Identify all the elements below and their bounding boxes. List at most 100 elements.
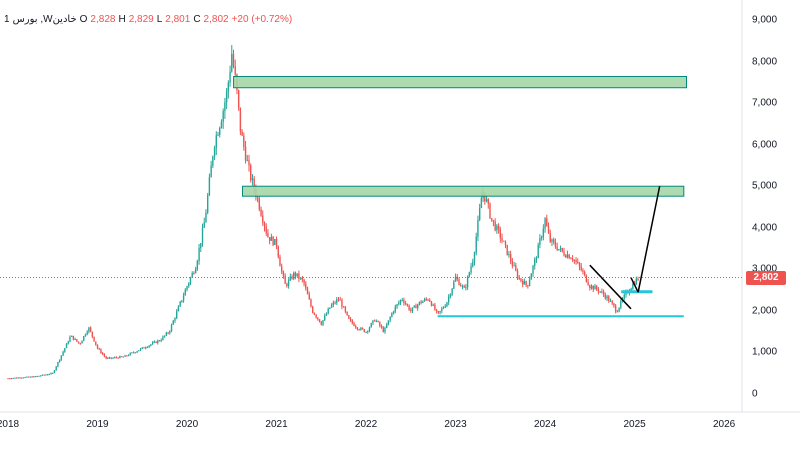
candle-body — [31, 376, 33, 378]
candle-body — [70, 335, 73, 337]
candle-body — [40, 375, 42, 377]
candle-body — [532, 265, 534, 274]
candle-body — [287, 280, 290, 287]
candle-body — [396, 304, 398, 307]
candle-body — [15, 377, 18, 379]
candle-body — [613, 303, 615, 306]
candle-body — [205, 212, 207, 223]
trendline-3 — [637, 186, 661, 293]
candle-body — [496, 225, 498, 231]
candle-body — [520, 278, 522, 281]
candle-body — [430, 301, 433, 306]
candle-body — [303, 279, 305, 284]
candle-body — [508, 254, 510, 256]
candle-body — [444, 306, 446, 308]
x-tick-label: 2026 — [712, 419, 736, 430]
x-tick-label: 2023 — [444, 419, 467, 430]
candle-body — [19, 377, 21, 379]
candle-body — [485, 199, 488, 202]
candle-body — [72, 335, 75, 340]
candle-body — [346, 311, 348, 316]
candle-body — [416, 304, 419, 309]
candle-body — [279, 256, 281, 267]
candle-body — [91, 331, 94, 337]
candle-body — [248, 160, 250, 166]
candle-body — [446, 302, 448, 307]
candle-body — [559, 248, 562, 250]
candle-body — [325, 313, 328, 316]
candle-body — [341, 299, 343, 307]
candle-body — [587, 281, 589, 286]
candle-body — [327, 308, 329, 314]
candle-body — [53, 370, 56, 373]
y-tick-label: 4,000 — [752, 222, 778, 234]
candle-body — [503, 240, 505, 242]
x-tick-label: 2021 — [265, 419, 288, 430]
candle-body — [427, 299, 429, 301]
candle-body — [423, 299, 426, 302]
candle-body — [232, 53, 235, 67]
candle-body — [186, 286, 188, 290]
candle-body — [566, 254, 569, 258]
candle-body — [336, 299, 338, 303]
candle-body — [281, 266, 283, 272]
candle-body — [301, 277, 304, 280]
candle-body — [272, 236, 274, 245]
x-tick-label: 2019 — [86, 419, 109, 430]
candle-body — [98, 348, 100, 350]
candle-body — [286, 283, 288, 287]
candle-body — [310, 299, 312, 307]
candle-body — [528, 279, 531, 286]
candle-body — [317, 317, 319, 320]
candle-body — [134, 352, 137, 354]
candle-body — [618, 307, 620, 312]
candle-body — [599, 291, 601, 293]
candle-body — [552, 239, 555, 243]
candle-body — [239, 107, 242, 132]
candle-body — [198, 248, 200, 261]
candle-body — [525, 281, 527, 286]
candle-body — [594, 286, 596, 290]
candle-body — [355, 326, 357, 328]
candle-body — [160, 339, 162, 341]
candle-body — [184, 289, 187, 296]
resistance-zone-1 — [233, 76, 688, 89]
candle-body — [170, 324, 173, 332]
candle-body — [320, 322, 322, 325]
candle-body — [36, 375, 38, 377]
candle-body — [115, 357, 118, 359]
legend-high-label: H — [118, 14, 126, 25]
candle-body — [620, 301, 622, 308]
candle-body — [597, 289, 600, 292]
candle-body — [237, 90, 240, 108]
candle-body — [157, 340, 159, 343]
candle-body — [518, 278, 520, 280]
candle-body — [100, 349, 102, 354]
candle-body — [83, 336, 85, 341]
candle-body — [441, 308, 443, 311]
candle-body — [155, 341, 157, 343]
candle-body — [499, 229, 502, 239]
candle-body — [306, 288, 309, 295]
candle-body — [150, 344, 152, 346]
candle-body — [224, 102, 226, 112]
candle-body — [146, 347, 149, 349]
candle-body — [158, 340, 161, 342]
candle-body — [231, 53, 233, 72]
candle-body — [177, 306, 180, 312]
candle-body — [425, 299, 427, 301]
candle-body — [138, 350, 140, 352]
ohlc-legend: 1 بورس ,Wخادین O 2,828 H 2,829 L 2,801 C 2,8… — [4, 14, 292, 25]
candle-body — [451, 288, 453, 295]
candle-body — [420, 301, 422, 303]
candle-body — [298, 273, 300, 279]
candle-body — [358, 329, 360, 331]
candle-body — [384, 327, 386, 332]
candle-body — [578, 262, 581, 267]
candle-body — [454, 276, 457, 282]
candle-body — [215, 135, 217, 148]
candle-body — [604, 294, 607, 299]
candle-body — [337, 299, 340, 301]
